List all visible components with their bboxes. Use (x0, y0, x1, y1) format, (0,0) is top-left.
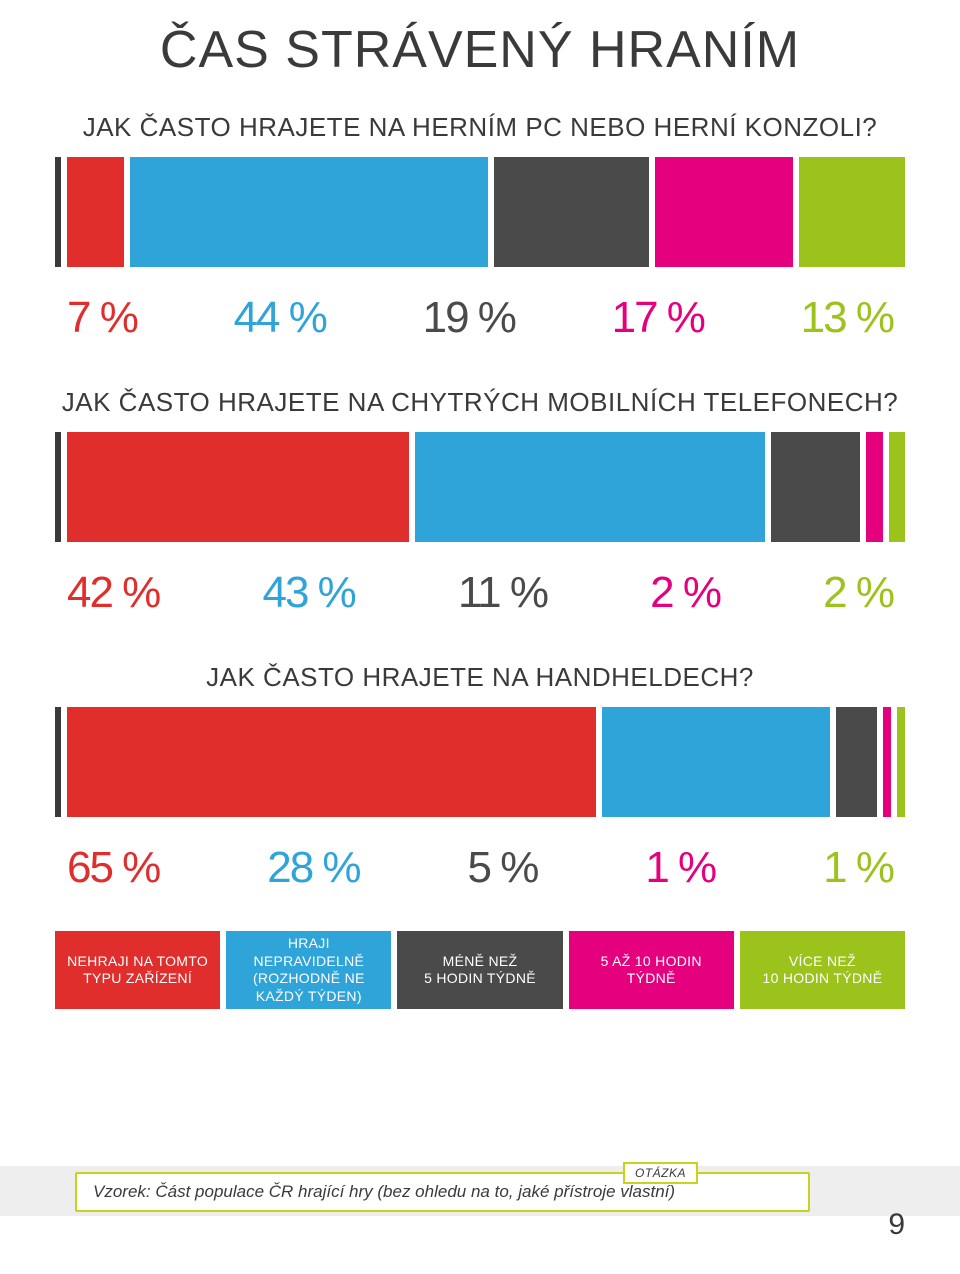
pct-3-3: 1 % (645, 843, 715, 893)
otazka-tag: OTÁZKA (623, 1162, 698, 1184)
bar2-seg-red (67, 432, 409, 542)
legend-cell-2: MÉNĚ NEŽ5 HODIN TÝDNĚ (397, 931, 562, 1009)
legend-cell-0: NEHRAJI NA TOMTOTYPU ZAŘÍZENÍ (55, 931, 220, 1009)
pct-row-1: 7 % 44 % 19 % 17 % 13 % (55, 293, 905, 343)
bar1-seg-red (67, 157, 124, 267)
stacked-bar-3 (55, 707, 905, 817)
main-title: ČAS STRÁVENÝ HRANÍM (55, 20, 905, 80)
stacked-bar-2 (55, 432, 905, 542)
bar2-seg-green (889, 432, 905, 542)
bar3-seg-dark (836, 707, 877, 817)
question-3: JAK ČASTO HRAJETE NA HANDHELDECH? (55, 662, 905, 693)
bar1-seg-blue (130, 157, 488, 267)
pct-2-3: 2 % (650, 568, 720, 618)
legend-text: VÍCE NEŽ10 HODIN TÝDNĚ (762, 953, 882, 988)
legend-cell-4: VÍCE NEŽ10 HODIN TÝDNĚ (740, 931, 905, 1009)
question-1: JAK ČASTO HRAJETE NA HERNÍM PC NEBO HERN… (55, 112, 905, 143)
bar1-seg-dark (494, 157, 649, 267)
legend-text: MÉNĚ NEŽ5 HODIN TÝDNĚ (424, 953, 536, 988)
legend-cell-1: HRAJINEPRAVIDELNĚ(ROZHODNĚ NEKAŽDÝ TÝDEN… (226, 931, 391, 1009)
question-2: JAK ČASTO HRAJETE NA CHYTRÝCH MOBILNÍCH … (55, 387, 905, 418)
pct-row-3: 65 % 28 % 5 % 1 % 1 % (55, 843, 905, 893)
pct-2-4: 2 % (823, 568, 893, 618)
bar2-seg-dark (771, 432, 861, 542)
bar3-seg-magenta (883, 707, 891, 817)
legend: NEHRAJI NA TOMTOTYPU ZAŘÍZENÍ HRAJINEPRA… (55, 931, 905, 1009)
pct-2-2: 11 % (458, 568, 547, 618)
bar1-seg-magenta (655, 157, 793, 267)
bar3-seg-blue (602, 707, 830, 817)
pct-1-2: 19 % (423, 293, 515, 343)
pct-1-0: 7 % (67, 293, 137, 343)
pct-3-2: 5 % (468, 843, 538, 893)
pct-2-0: 42 % (67, 568, 159, 618)
legend-text: HRAJINEPRAVIDELNĚ(ROZHODNĚ NEKAŽDÝ TÝDEN… (253, 935, 365, 1005)
legend-text: NEHRAJI NA TOMTOTYPU ZAŘÍZENÍ (67, 953, 208, 988)
pct-row-2: 42 % 43 % 11 % 2 % 2 % (55, 568, 905, 618)
sample-note: Vzorek: Část populace ČR hrající hry (be… (75, 1172, 810, 1212)
legend-text: 5 AŽ 10 HODINTÝDNĚ (601, 953, 702, 988)
pct-3-0: 65 % (67, 843, 159, 893)
pct-1-4: 13 % (801, 293, 893, 343)
pct-1-1: 44 % (234, 293, 326, 343)
bar2-seg-blue (415, 432, 765, 542)
legend-cell-3: 5 AŽ 10 HODINTÝDNĚ (569, 931, 734, 1009)
pct-2-1: 43 % (262, 568, 354, 618)
bar2-seg-magenta (866, 432, 882, 542)
pct-3-1: 28 % (267, 843, 359, 893)
bar3-seg-green (897, 707, 905, 817)
stacked-bar-1 (55, 157, 905, 267)
pct-1-3: 17 % (612, 293, 704, 343)
pct-3-4: 1 % (823, 843, 893, 893)
sample-text: Vzorek: Část populace ČR hrající hry (be… (93, 1182, 675, 1202)
bar3-seg-red (67, 707, 596, 817)
page-number: 9 (888, 1208, 905, 1242)
bar1-seg-green (799, 157, 905, 267)
